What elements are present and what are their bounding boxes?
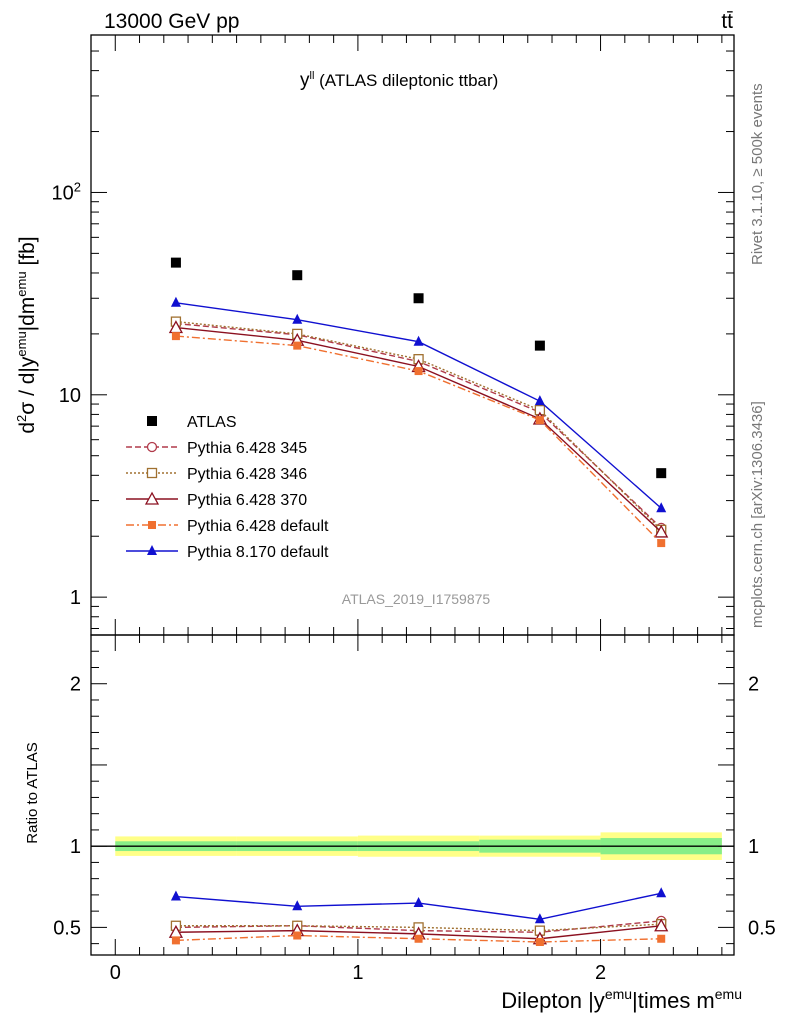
process-label: tt̄ [721,10,733,33]
data-point-5 [170,296,181,307]
x-tick-label: 2 [595,962,606,984]
plot-title: yll (ATLAS dileptonic ttbar) [300,70,498,91]
data-point-5 [413,335,424,346]
y-tick-label-main: 102 [52,179,81,204]
data-point-5 [534,395,545,406]
data-point-4 [414,367,423,376]
data-point-5 [656,502,667,513]
y-tick-label-ratio-right: 0.5 [748,917,776,939]
x-axis-title: Dilepton |yemu|times memu [501,986,742,1013]
data-point-3 [654,524,669,538]
ratio-point-4 [171,936,180,945]
ratio-point-4 [535,938,544,947]
legend: ATLAS Pythia 6.428 345 Pythia 6.428 346 Pyt… [126,414,329,561]
legend-label: Pythia 6.428 default [187,518,329,535]
data-point-0 [170,257,181,268]
y-axis-title-ratio: Ratio to ATLAS [24,742,41,843]
ratio-point-5 [170,890,181,901]
data-point-4 [293,341,302,350]
legend-label: Pythia 6.428 345 [187,440,307,457]
ratio-point-4 [657,934,666,943]
legend-marker [147,416,157,426]
legend-marker [148,521,156,529]
axes-ticks: 1 10 102 0.5 0.5 1 1 2 2 0 1 2 [52,34,776,984]
data-point-4 [171,332,180,341]
ratio-point-4 [414,934,423,943]
y-tick-label-ratio: 2 [70,674,81,696]
ratio-point-5 [413,897,424,908]
rivet-label: Rivet 3.1.10, ≥ 500k events [749,83,766,265]
ratio-point-5 [534,913,545,924]
ratio-panel-series [168,887,669,947]
y-tick-label-ratio-right: 1 [748,836,759,858]
mcplots-label: mcplots.cern.ch [arXiv:1306.3436] [749,401,766,628]
data-point-0 [534,340,545,351]
ratio-point-3 [654,918,669,932]
y-tick-label-main: 10 [59,385,81,407]
legend-label: Pythia 6.428 370 [187,492,307,509]
ratio-point-5 [292,900,303,911]
y-tick-label-ratio: 0.5 [53,917,81,939]
legend-marker [144,491,160,505]
y-tick-label-ratio: 1 [70,836,81,858]
legend-marker [146,441,158,453]
data-point-5 [292,313,303,324]
legend-marker [147,545,157,555]
ratio-point-4 [293,931,302,940]
x-tick-label: 1 [352,962,363,984]
data-point-0 [656,468,667,479]
y-tick-label-main: 1 [70,587,81,609]
data-point-4 [535,416,544,425]
ratio-uncertainty-bands [91,832,734,860]
data-point-4 [657,539,666,548]
y-axis-title-main: d2σ / d|yemu|dmemu [fb] [14,236,39,433]
legend-label: Pythia 8.170 default [187,544,329,561]
main-panel-series [168,257,669,548]
legend-marker [146,467,158,479]
legend-label: ATLAS [187,414,237,431]
ratio-point-5 [656,887,667,898]
data-point-0 [292,270,303,281]
analysis-watermark: ATLAS_2019_I1759875 [342,591,491,607]
data-point-0 [413,293,424,304]
energy-label: 13000 GeV pp [104,10,239,33]
y-tick-label-ratio-right: 2 [748,674,759,696]
ratio-line-2 [175,923,662,932]
ratio-panel-frame [90,634,735,956]
legend-label: Pythia 6.428 346 [187,466,307,483]
x-tick-label: 0 [110,962,121,984]
